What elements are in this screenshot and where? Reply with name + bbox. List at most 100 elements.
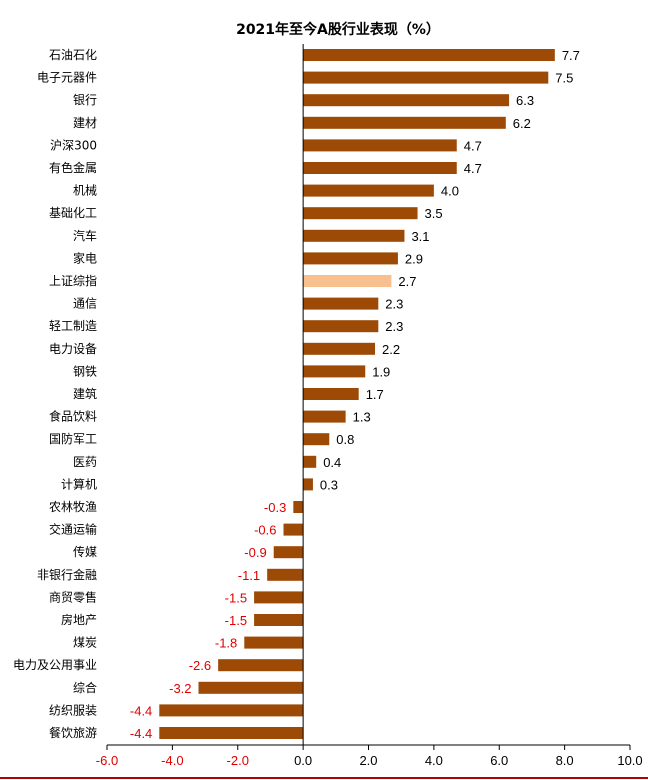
bar — [303, 342, 376, 355]
bar — [303, 229, 405, 242]
x-tick-label: -2.0 — [227, 753, 249, 768]
bar — [267, 568, 304, 581]
category-label: 银行 — [73, 93, 97, 107]
value-label: 1.9 — [372, 364, 390, 379]
category-label: 汽车 — [73, 228, 97, 243]
category-label: 医药 — [73, 455, 97, 469]
category-label: 电力设备 — [49, 342, 97, 356]
bar — [303, 433, 330, 446]
value-label: -3.2 — [169, 681, 191, 696]
value-labels: 7.7 7.5 6.3 6.2 4.7 4.7 4.0 3.5 3.1 2.9 2.7 2.3 2.3 2… — [130, 48, 580, 741]
bar — [303, 275, 392, 287]
value-label: -2.6 — [189, 658, 211, 673]
x-tick-label: 6.0 — [490, 753, 508, 768]
category-label: 国防军工 — [49, 431, 97, 446]
bar — [303, 71, 549, 84]
value-label: 6.2 — [513, 116, 531, 131]
bar — [244, 636, 304, 649]
category-label: 沪深300 — [50, 138, 97, 152]
category-label: 石油石化 — [49, 48, 97, 62]
category-label: 交通运输 — [49, 522, 97, 537]
value-label: 0.8 — [336, 432, 354, 447]
category-label: 房地产 — [61, 612, 97, 627]
value-label: -0.3 — [264, 500, 286, 515]
value-label: -4.4 — [130, 703, 152, 718]
value-label: -1.5 — [225, 590, 247, 605]
x-tick-label: 8.0 — [556, 753, 574, 768]
bar — [283, 523, 304, 536]
value-label: 1.7 — [366, 387, 384, 402]
category-label: 钢铁 — [73, 364, 97, 378]
category-label: 电力及公用事业 — [13, 658, 97, 672]
chart-title: 2021年至今A股行业表现（%） — [236, 21, 440, 38]
bar — [303, 252, 398, 265]
category-label: 电子元器件 — [37, 71, 97, 85]
bar — [218, 659, 304, 672]
category-label: 综合 — [73, 680, 97, 695]
category-label: 餐饮旅游 — [49, 725, 97, 740]
bar — [273, 546, 304, 559]
value-label: -1.5 — [225, 613, 247, 628]
bar — [303, 49, 555, 61]
bar — [159, 704, 304, 717]
bar — [159, 727, 304, 739]
bar — [303, 410, 346, 423]
category-label: 上证综指 — [49, 273, 97, 288]
category-label: 建筑 — [73, 386, 97, 401]
category-label: 家电 — [73, 250, 97, 265]
bar — [198, 681, 304, 694]
bar — [303, 162, 457, 174]
category-label: 传媒 — [73, 544, 97, 559]
bar — [303, 139, 457, 152]
value-label: 4.7 — [464, 161, 482, 176]
value-label: 7.7 — [562, 48, 580, 63]
value-label: 2.7 — [398, 274, 416, 289]
bar — [303, 94, 510, 107]
bar — [254, 614, 304, 626]
bar — [254, 591, 304, 604]
x-tick-label: 4.0 — [425, 753, 443, 768]
category-label: 煤炭 — [73, 636, 97, 650]
category-label: 机械 — [73, 183, 97, 198]
bar — [303, 365, 366, 378]
value-label: -1.1 — [238, 568, 260, 583]
value-label: -0.9 — [244, 545, 266, 560]
category-label: 基础化工 — [49, 206, 97, 220]
category-label: 商贸零售 — [49, 589, 97, 604]
value-label: 3.5 — [425, 206, 443, 221]
value-label: 3.1 — [411, 229, 429, 244]
bar — [303, 455, 317, 468]
category-label: 建材 — [73, 116, 97, 130]
bar — [303, 297, 379, 310]
value-label: 2.3 — [385, 297, 403, 312]
value-label: 0.3 — [320, 477, 338, 492]
category-label: 纺织服装 — [49, 703, 97, 717]
category-label: 轻工制造 — [49, 319, 97, 333]
value-label: 2.9 — [405, 251, 423, 266]
value-label: -0.6 — [254, 523, 276, 538]
x-tick-label: 2.0 — [359, 753, 377, 768]
x-tick-label: -4.0 — [161, 753, 183, 768]
bar — [293, 501, 304, 513]
bar — [303, 207, 418, 220]
category-label: 非银行金融 — [37, 567, 97, 582]
category-label: 通信 — [73, 297, 97, 311]
value-label: 6.3 — [516, 93, 534, 108]
bar — [303, 320, 379, 333]
x-tick-label: 0.0 — [294, 753, 312, 768]
x-tick-label: 10.0 — [617, 753, 642, 768]
value-label: 1.3 — [353, 410, 371, 425]
bars-layer — [159, 49, 555, 739]
category-label: 有色金属 — [49, 160, 97, 175]
value-label: 0.4 — [323, 455, 341, 470]
x-tick-label: -6.0 — [96, 753, 118, 768]
value-label: 2.2 — [382, 342, 400, 357]
category-label: 农林牧渔 — [49, 500, 97, 514]
bar — [303, 184, 434, 197]
value-label: -1.8 — [215, 636, 237, 651]
bar — [303, 116, 506, 129]
bar — [303, 388, 359, 400]
bar — [303, 478, 313, 491]
